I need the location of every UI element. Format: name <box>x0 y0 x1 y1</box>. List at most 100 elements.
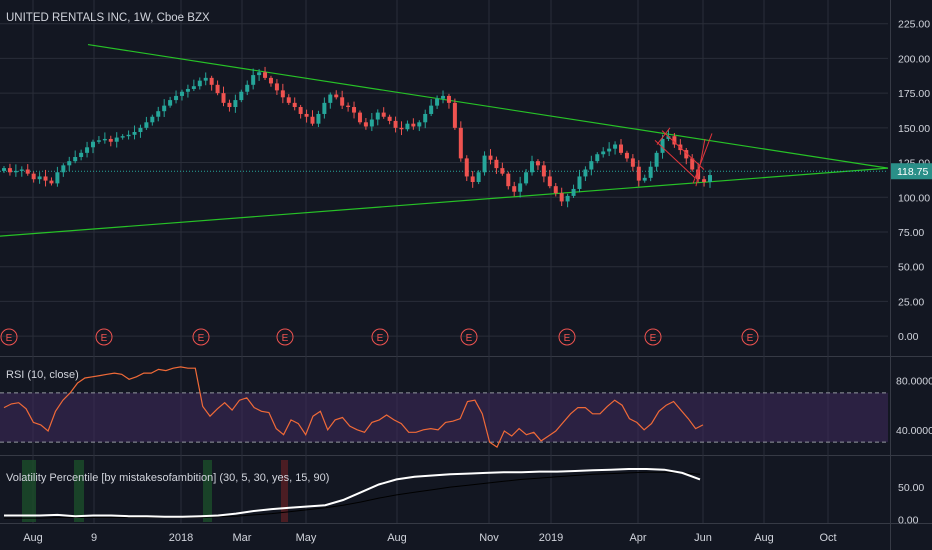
candle <box>357 110 362 125</box>
candle-body <box>672 136 677 145</box>
candle-body <box>215 84 220 94</box>
candle-body <box>114 137 119 142</box>
candle-body <box>67 161 72 166</box>
volatility-highlight <box>74 460 84 522</box>
candle-body <box>168 100 173 106</box>
earnings-marker[interactable]: E <box>644 328 662 346</box>
candle-body <box>423 113 428 123</box>
pattern-line[interactable] <box>692 133 713 184</box>
candle <box>624 150 629 162</box>
candle <box>369 112 374 132</box>
earnings-marker[interactable]: E <box>371 328 389 346</box>
candle-body <box>708 175 712 182</box>
candle-body <box>251 75 256 85</box>
earnings-marker[interactable]: E <box>0 328 18 346</box>
candle <box>482 151 487 176</box>
candle <box>411 118 416 130</box>
time-axis-label: Aug <box>754 532 774 544</box>
candle <box>607 142 612 157</box>
candle-body <box>346 105 351 108</box>
candle-body <box>298 107 303 114</box>
candle-body <box>322 102 327 114</box>
candle-body <box>458 127 463 159</box>
candle <box>120 134 125 140</box>
earnings-marker[interactable]: E <box>276 328 294 346</box>
time-axis[interactable]: Aug 9 2018 Mar May Aug Nov 2019 Apr Jun Aug Oct <box>23 532 836 544</box>
earnings-marker-circle <box>276 328 294 346</box>
candle-body <box>268 77 273 84</box>
candle-body <box>553 186 558 194</box>
price-axis[interactable]: 225.00200.00175.00150.00125.00100.0075.0… <box>891 19 932 343</box>
candle-body <box>179 91 184 96</box>
earnings-marker-label: E <box>466 333 473 344</box>
pattern-line[interactable] <box>656 127 671 145</box>
candle <box>535 159 540 170</box>
earnings-marker-label: E <box>101 333 108 344</box>
candle-body <box>25 169 30 174</box>
candle <box>642 174 647 183</box>
lower-trendline[interactable] <box>0 167 889 237</box>
candle <box>518 176 523 198</box>
candlestick-series <box>2 66 712 208</box>
pattern-line[interactable] <box>654 139 696 179</box>
earnings-marker-circle <box>460 328 478 346</box>
candle <box>245 80 250 96</box>
candle-body <box>85 147 90 153</box>
candle <box>666 129 671 142</box>
candle-body <box>524 172 529 184</box>
candle <box>346 102 351 112</box>
candle-body <box>381 112 386 117</box>
volatility-pane: 50.00 0.00 <box>4 460 924 526</box>
candle-body <box>233 100 238 108</box>
candle <box>203 72 208 86</box>
candle <box>25 164 30 176</box>
earnings-marker[interactable]: E <box>558 328 576 346</box>
candle-body <box>73 157 78 162</box>
candle-body <box>90 141 95 148</box>
candle <box>257 69 262 81</box>
candle <box>13 164 18 177</box>
candle <box>179 89 184 101</box>
candle <box>446 93 451 109</box>
candle-body <box>203 77 208 81</box>
pattern-line[interactable] <box>695 138 706 187</box>
candle-body <box>340 97 345 106</box>
candle <box>316 110 321 128</box>
candle <box>2 166 6 173</box>
earnings-marker[interactable]: E <box>95 328 113 346</box>
trendline-layer[interactable] <box>0 43 889 237</box>
candle <box>43 169 48 187</box>
candle <box>85 141 90 158</box>
candle-body <box>690 158 695 170</box>
earnings-marker[interactable]: E <box>460 328 478 346</box>
candle-body <box>559 193 564 202</box>
time-axis-label: Mar <box>233 532 252 544</box>
candle-body <box>13 170 18 173</box>
price-tick-label: 225.00 <box>898 19 930 31</box>
candle-body <box>452 102 457 128</box>
candle-body <box>417 122 422 127</box>
earnings-marker-label: E <box>564 333 571 344</box>
candle-body <box>613 144 618 149</box>
candle-body <box>393 120 398 128</box>
candle-body <box>411 123 416 127</box>
price-tick-label: 50.00 <box>898 262 924 274</box>
candle-body <box>132 132 137 135</box>
earnings-marker[interactable]: E <box>741 328 759 346</box>
candle-body <box>482 155 487 173</box>
earnings-marker-circle <box>558 328 576 346</box>
bull-flag-drawing[interactable] <box>654 127 713 187</box>
upper-trendline[interactable] <box>87 43 889 169</box>
candle <box>435 95 440 109</box>
volatility-highlight <box>281 460 288 522</box>
candle <box>565 193 570 208</box>
time-axis-label: 9 <box>91 532 97 544</box>
pattern-line[interactable] <box>661 130 705 170</box>
candle <box>280 83 285 104</box>
candle <box>274 79 279 95</box>
time-axis-label: Aug <box>387 532 407 544</box>
candle <box>417 120 422 132</box>
candle-body <box>162 105 167 112</box>
earnings-marker[interactable]: E <box>192 328 210 346</box>
